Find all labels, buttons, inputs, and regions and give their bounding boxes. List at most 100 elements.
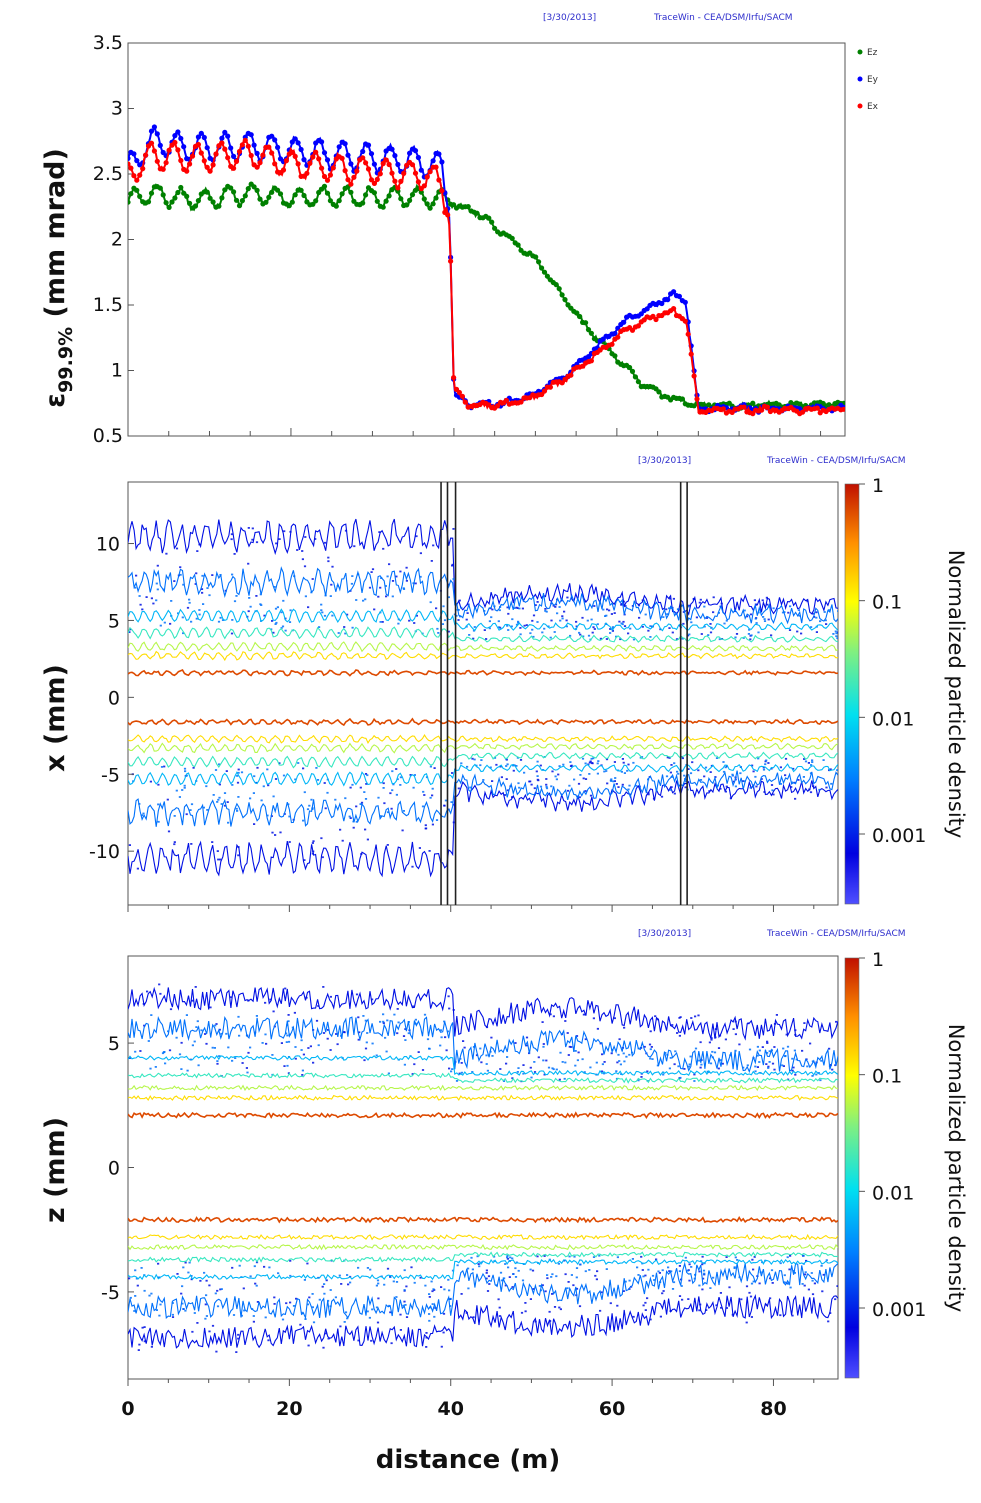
density-dot (276, 606, 279, 609)
data-point (392, 153, 398, 159)
density-dot (701, 1288, 704, 1291)
contour-line (128, 1258, 838, 1281)
density-dot (539, 1289, 543, 1292)
density-dot (217, 620, 221, 623)
density-dot (311, 1306, 314, 1309)
density-dot (788, 629, 792, 631)
density-dot (724, 766, 727, 769)
density-dot (706, 1070, 709, 1073)
density-dot (606, 782, 609, 785)
density-dot (643, 1045, 646, 1048)
density-dot (687, 605, 690, 608)
density-dot (810, 764, 813, 766)
density-dot (793, 1272, 796, 1274)
density-dot (746, 1064, 749, 1067)
density-dot (662, 1073, 665, 1076)
density-dot (360, 801, 364, 804)
density-dot (353, 545, 356, 548)
density-dot (796, 630, 799, 633)
density-dot (424, 827, 427, 830)
density-dot (295, 1297, 298, 1300)
density-dot (594, 1274, 597, 1277)
density-dot (377, 796, 380, 799)
y-axis-title-emittance: ε99.9% (mm mrad) (40, 148, 77, 408)
density-dot (659, 1315, 662, 1318)
density-dot (485, 1269, 488, 1272)
density-dot (195, 1026, 198, 1028)
density-dot (589, 1066, 592, 1069)
density-dot (770, 784, 774, 786)
data-point (251, 184, 257, 190)
density-dot (770, 634, 773, 637)
data-point (430, 158, 436, 164)
density-dot (322, 986, 325, 988)
data-point (148, 128, 155, 134)
density-dot (455, 614, 458, 617)
data-point (151, 148, 157, 154)
data-point (134, 177, 140, 183)
data-point (154, 131, 160, 137)
density-dot (217, 858, 220, 861)
density-dot (253, 1265, 256, 1268)
density-dot (606, 608, 609, 611)
data-point (254, 150, 260, 156)
density-dot (605, 758, 609, 761)
density-dot (231, 784, 234, 786)
density-dot (549, 636, 552, 639)
density-dot (828, 1047, 831, 1050)
density-dot (462, 1040, 465, 1042)
density-dot (329, 1049, 332, 1051)
density-dot (797, 779, 800, 781)
density-dot (370, 1339, 373, 1342)
density-dot (765, 1063, 768, 1065)
density-dot (200, 588, 204, 590)
density-dot (605, 1268, 608, 1270)
density-dot (379, 1020, 382, 1023)
density-dot (794, 1033, 797, 1036)
density-dot (493, 757, 497, 759)
density-dot (681, 1298, 684, 1301)
data-point (415, 179, 421, 185)
density-dot (237, 796, 240, 798)
density-dot (376, 1321, 380, 1324)
data-point (292, 136, 298, 142)
data-point (635, 379, 642, 385)
density-dot (792, 1270, 796, 1272)
density-dot (204, 1033, 207, 1035)
density-dot (760, 778, 763, 780)
data-point (451, 375, 457, 381)
density-dot (323, 1283, 326, 1285)
density-dot (322, 1032, 326, 1034)
density-dot (700, 1063, 703, 1066)
density-dot (366, 1032, 369, 1034)
contour-line (128, 650, 838, 662)
density-dot (649, 1030, 652, 1033)
density-dot (217, 798, 220, 801)
density-dot (429, 765, 432, 768)
density-dot (238, 1264, 241, 1267)
data-point (424, 201, 430, 207)
density-dot (550, 619, 553, 622)
density-dot (308, 1296, 311, 1299)
density-dot (647, 629, 650, 632)
density-dot (188, 598, 191, 601)
density-dot (629, 627, 632, 630)
contour-line (128, 1084, 838, 1092)
y-ticks-emittance: 3.532.521.510.5 (93, 32, 134, 447)
density-dot (525, 1044, 528, 1047)
density-dot (449, 1297, 452, 1300)
density-dot (205, 1042, 208, 1045)
density-dot (358, 1031, 361, 1034)
colorbar-label-x: Normalized particle density (944, 550, 968, 839)
density-dot (230, 538, 233, 541)
density-dot (216, 850, 219, 852)
data-point (137, 193, 143, 199)
density-dot (284, 987, 287, 990)
density-dot (346, 1274, 349, 1276)
density-dot (697, 1014, 700, 1017)
density-dot (429, 601, 432, 604)
density-dot (155, 582, 158, 585)
header-source: TraceWin - CEA/DSM/Irfu/SACM (766, 929, 906, 939)
data-point (621, 319, 627, 325)
data-point (412, 170, 419, 176)
